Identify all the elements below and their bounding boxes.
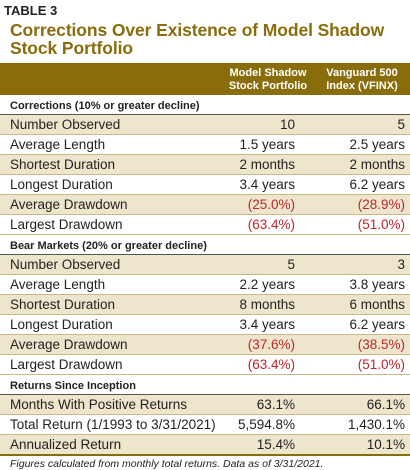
- table-row: Shortest Duration 2 months 2 months: [0, 155, 410, 175]
- cell-model-shadow: (63.4%): [247, 357, 295, 372]
- table-row: Average Length 1.5 years 2.5 years: [0, 135, 410, 155]
- section-heading: Returns Since Inception: [0, 379, 410, 395]
- table-row: Months With Positive Returns 63.1% 66.1%: [0, 395, 410, 415]
- table-row: Average Drawdown (25.0%) (28.9%): [0, 195, 410, 215]
- row-label: Average Length: [10, 277, 106, 292]
- table-row: Average Length 2.2 years 3.8 years: [0, 275, 410, 295]
- row-label: Longest Duration: [10, 177, 113, 192]
- row-label: Months With Positive Returns: [10, 397, 188, 412]
- cell-model-shadow: (25.0%): [247, 197, 295, 212]
- cell-model-shadow: 10: [279, 117, 295, 132]
- cell-model-shadow: 5,594.8%: [237, 417, 295, 432]
- column-header-bar: Model Shadow Stock Portfolio Vanguard 50…: [0, 63, 410, 95]
- row-label: Average Drawdown: [10, 337, 128, 352]
- row-label: Shortest Duration: [10, 157, 116, 172]
- cell-vanguard: (38.5%): [357, 337, 405, 352]
- cell-model-shadow: 15.4%: [256, 437, 295, 452]
- cell-model-shadow: 8 months: [239, 297, 295, 312]
- cell-model-shadow: (37.6%): [247, 337, 295, 352]
- cell-model-shadow: (63.4%): [247, 217, 295, 232]
- cell-vanguard: (51.0%): [357, 217, 405, 232]
- section-heading: Corrections (10% or greater decline): [0, 99, 410, 115]
- cell-vanguard: 2 months: [349, 157, 405, 172]
- row-label: Average Drawdown: [10, 197, 128, 212]
- cell-model-shadow: 5: [287, 257, 295, 272]
- column-header-vanguard: Vanguard 500 Index (VFINX): [326, 67, 398, 92]
- cell-vanguard: (51.0%): [357, 357, 405, 372]
- cell-model-shadow: 63.1%: [256, 397, 295, 412]
- table-row: Total Return (1/1993 to 3/31/2021) 5,594.…: [0, 415, 410, 435]
- row-label: Number Observed: [10, 117, 121, 132]
- table-row: Longest Duration 3.4 years 6.2 years: [0, 175, 410, 195]
- row-label: Annualized Return: [10, 437, 122, 452]
- cell-vanguard: 6.2 years: [349, 177, 405, 192]
- row-label: Largest Drawdown: [10, 357, 123, 372]
- cell-vanguard: 6 months: [349, 297, 405, 312]
- table-row: Annualized Return 15.4% 10.1%: [0, 435, 410, 456]
- table-row: Largest Drawdown (63.4%) (51.0%): [0, 215, 410, 235]
- cell-model-shadow: 2.2 years: [239, 277, 295, 292]
- cell-model-shadow: 2 months: [239, 157, 295, 172]
- row-label: Shortest Duration: [10, 297, 116, 312]
- footnote: Figures calculated from monthly total re…: [10, 458, 324, 470]
- table-label: TABLE 3: [4, 3, 58, 18]
- cell-vanguard: 66.1%: [366, 397, 405, 412]
- row-label: Number Observed: [10, 257, 121, 272]
- cell-model-shadow: 3.4 years: [239, 317, 295, 332]
- cell-vanguard: 10.1%: [366, 437, 405, 452]
- cell-vanguard: (28.9%): [357, 197, 405, 212]
- table-figure: TABLE 3 Corrections Over Existence of Mo…: [0, 3, 410, 470]
- cell-vanguard: 3.8 years: [349, 277, 405, 292]
- row-label: Largest Drawdown: [10, 217, 123, 232]
- row-label: Longest Duration: [10, 317, 113, 332]
- section-heading: Bear Markets (20% or greater decline): [0, 239, 410, 255]
- row-label: Total Return (1/1993 to 3/31/2021): [10, 417, 216, 432]
- table-title: Corrections Over Existence of Model Shad…: [10, 20, 385, 58]
- column-header-model-shadow: Model Shadow Stock Portfolio: [228, 67, 308, 92]
- cell-vanguard: 2.5 years: [349, 137, 405, 152]
- cell-vanguard: 1,430.1%: [347, 417, 405, 432]
- row-label: Average Length: [10, 137, 106, 152]
- table-row: Shortest Duration 8 months 6 months: [0, 295, 410, 315]
- table-row: Average Drawdown (37.6%) (38.5%): [0, 335, 410, 355]
- table-row: Number Observed 5 3: [0, 255, 410, 275]
- cell-model-shadow: 3.4 years: [239, 177, 295, 192]
- table-row: Longest Duration 3.4 years 6.2 years: [0, 315, 410, 335]
- cell-vanguard: 6.2 years: [349, 317, 405, 332]
- cell-vanguard: 5: [397, 117, 405, 132]
- table-row: Number Observed 10 5: [0, 115, 410, 135]
- table-body: Corrections (10% or greater decline) Numb…: [0, 99, 410, 456]
- cell-model-shadow: 1.5 years: [239, 137, 295, 152]
- table-row: Largest Drawdown (63.4%) (51.0%): [0, 355, 410, 375]
- cell-vanguard: 3: [397, 257, 405, 272]
